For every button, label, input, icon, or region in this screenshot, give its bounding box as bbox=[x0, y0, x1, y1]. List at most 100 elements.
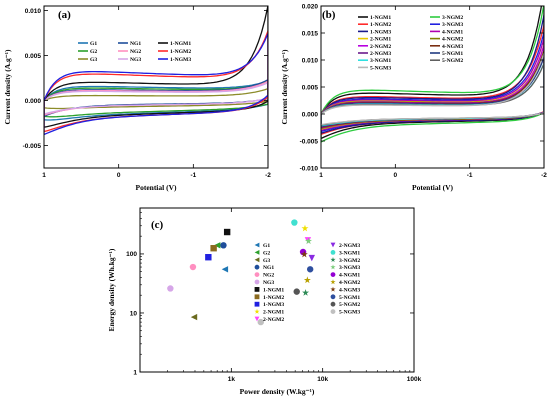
data-point-1-NGM3 bbox=[205, 254, 212, 261]
series-line-1-NGM1 bbox=[44, 6, 268, 128]
series-line-3-NGM2 bbox=[321, 6, 544, 143]
legend-marker-5-NGM3 bbox=[330, 309, 336, 314]
legend-marker-2-NGM3 bbox=[330, 242, 336, 248]
y-tick-label: -0.005 bbox=[23, 143, 42, 150]
x-tick-label: 1 bbox=[319, 172, 323, 179]
legend-marker-5-NGM1 bbox=[330, 294, 336, 300]
legend-label: G2 bbox=[90, 49, 97, 55]
legend-label: 4-NGM2 bbox=[339, 280, 360, 286]
x-tick-label: -1 bbox=[467, 172, 473, 179]
series-line-1-NGM2 bbox=[44, 30, 268, 133]
y-tick-label: 0.000 bbox=[25, 98, 42, 105]
y-tick-label: 0.015 bbox=[302, 30, 319, 37]
series-line-G2 bbox=[44, 80, 268, 118]
legend-label: 5-NGM3 bbox=[339, 310, 360, 316]
y-tick-label: 0.000 bbox=[302, 111, 319, 118]
legend-marker-NG2 bbox=[254, 272, 260, 277]
legend-label: 5-NGM3 bbox=[370, 65, 391, 71]
legend-label: G3 bbox=[263, 258, 270, 264]
x-tick-label: 10k bbox=[317, 376, 328, 383]
panel-letter: (a) bbox=[58, 9, 71, 21]
panel-letter: (c) bbox=[151, 219, 164, 231]
x-axis-label: Potential (V) bbox=[412, 183, 454, 192]
y-tick-label: 10 bbox=[130, 310, 138, 317]
plot-area bbox=[321, 6, 544, 143]
x-tick-label: -2 bbox=[265, 172, 271, 179]
x-tick-label: -2 bbox=[541, 172, 547, 179]
legend-marker-NG3 bbox=[254, 279, 260, 285]
series-line-5-NGM3 bbox=[321, 52, 544, 126]
legend-label: G3 bbox=[90, 57, 97, 63]
legend-label: 2-NGM1 bbox=[370, 37, 391, 43]
legend-marker-G2 bbox=[254, 250, 260, 255]
legend-marker-G3 bbox=[254, 257, 260, 263]
legend-marker-3-NGM1 bbox=[330, 250, 336, 255]
legend-marker-4-NGM3 bbox=[330, 286, 336, 292]
legend-marker-G1 bbox=[254, 242, 260, 248]
legend-label: 3-NGM2 bbox=[339, 258, 360, 264]
data-point-5-NGM2 bbox=[293, 288, 300, 295]
data-point-4-NGM2 bbox=[303, 276, 311, 284]
legend-marker-5-NGM2 bbox=[330, 301, 336, 307]
series-line-1-NGM1 bbox=[321, 6, 544, 140]
legend-label: 2-NGM2 bbox=[263, 317, 284, 323]
plot-area bbox=[44, 6, 268, 136]
series-line-G3 bbox=[44, 87, 268, 110]
x-tick-label: 0 bbox=[394, 172, 398, 179]
data-point-G3 bbox=[190, 313, 198, 321]
data-point-4-NGM3 bbox=[300, 250, 308, 258]
legend-label: 4-NGM3 bbox=[442, 44, 463, 50]
legend-label: 3-NGM3 bbox=[442, 22, 463, 28]
legend-label: 1-NGM1 bbox=[263, 287, 284, 293]
panel-a: 1 0 -1 -2 0.010 0.005 0.000 -0.005 Potential (V)… bbox=[3, 5, 271, 192]
y-tick-label: 0.020 bbox=[302, 3, 319, 10]
legend-label: G1 bbox=[263, 243, 270, 249]
legend-label: 2-NGM3 bbox=[370, 51, 391, 57]
y-tick-label: -0.010 bbox=[300, 165, 319, 172]
y-tick-label: 0.005 bbox=[25, 53, 42, 60]
legend-label: G1 bbox=[90, 41, 97, 47]
plot-frame bbox=[43, 5, 269, 169]
legend: G1G2G3NG1NG2NG31-NGM11-NGM21-NGM32-NGM12… bbox=[254, 242, 360, 323]
x-tick-label: 100k bbox=[407, 376, 422, 383]
data-point-G2 bbox=[214, 242, 221, 249]
data-point-2-NGM1 bbox=[301, 224, 309, 232]
legend-label: 5-NGM2 bbox=[339, 302, 360, 308]
data-point-3-NGM2 bbox=[302, 289, 310, 296]
x-axis-label: Power density (W.kg⁻¹) bbox=[240, 387, 315, 396]
data-point-5-NGM1 bbox=[306, 266, 314, 273]
legend-label: 1-NGM3 bbox=[170, 57, 191, 63]
legend-label: NG2 bbox=[130, 49, 141, 55]
legend-marker-2-NGM1 bbox=[254, 308, 260, 314]
legend-label: 1-NGM3 bbox=[263, 302, 284, 308]
data-point-G1 bbox=[221, 266, 229, 273]
legend-label: 5-NGM1 bbox=[442, 51, 463, 57]
legend-marker-NG1 bbox=[254, 264, 260, 270]
legend-marker-1-NGM1 bbox=[254, 287, 260, 292]
data-point-3-NGM3 bbox=[305, 237, 312, 245]
legend: 1-NGM1 3-NGM2 1-NGM2 3-NGM3 1-NGM3 4-NGM1 2-NG… bbox=[358, 15, 463, 71]
legend-label: G2 bbox=[263, 250, 270, 256]
legend: G1 G2 G3 NG1 NG2 NG3 1-NGM1 1-NGM2 1-NGM3 bbox=[78, 41, 191, 63]
series-line-G1 bbox=[44, 80, 268, 121]
series-line-NG3 bbox=[44, 82, 268, 115]
data-point-1-NGM1 bbox=[223, 228, 231, 236]
legend-label: 4-NGM1 bbox=[442, 29, 463, 35]
x-tick-label: 0 bbox=[117, 172, 121, 179]
x-tick-label: -1 bbox=[190, 172, 196, 179]
legend-marker-1-NGM3 bbox=[254, 301, 260, 307]
plot-frame bbox=[320, 5, 545, 169]
x-axis-label: Potential (V) bbox=[135, 183, 177, 192]
y-axis-label: Current density (A.g⁻¹) bbox=[3, 49, 12, 125]
legend-label: 4-NGM3 bbox=[339, 287, 360, 293]
y-axis-label: Current density (A.g⁻¹) bbox=[280, 49, 289, 125]
series-line-2-NGM2 bbox=[321, 44, 544, 129]
legend-marker-1-NGM2 bbox=[254, 294, 260, 300]
legend-label: NG1 bbox=[130, 41, 141, 47]
panel-b: 1 0 -1 -2 0.020 0.015 0.010 0.005 0.000 -0.005 -0.… bbox=[280, 3, 547, 192]
x-tick-label: 1k bbox=[228, 376, 236, 383]
data-point-5-NGM3 bbox=[257, 318, 264, 326]
panel-c: 1k 10k 100k 1 10 100 Power density (W.kg⁻¹) Ene… bbox=[107, 207, 422, 396]
series-line-1-NGM3 bbox=[44, 32, 268, 136]
legend-marker-4-NGM1 bbox=[330, 272, 336, 277]
